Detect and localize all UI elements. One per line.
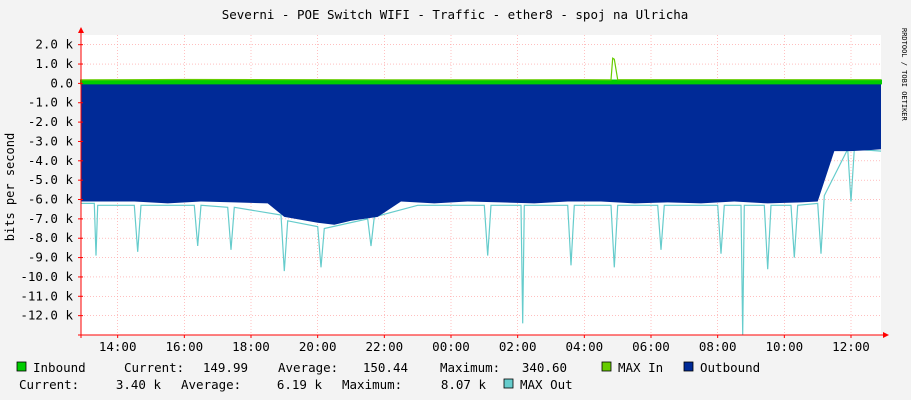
legend-swatch-inbound xyxy=(16,361,27,372)
legend-swatch-max-out xyxy=(503,378,514,389)
y-tick-label: -11.0 k xyxy=(20,288,73,303)
legend-outbound-current-label: Current: xyxy=(19,377,79,392)
x-tick-label: 12:00 xyxy=(832,339,870,354)
series-max-out xyxy=(81,146,882,336)
x-tick-label: 02:00 xyxy=(499,339,537,354)
legend-outbound: Outbound xyxy=(700,360,760,375)
legend-outbound-average-label: Average: xyxy=(181,377,241,392)
legend-swatch-outbound xyxy=(683,361,694,372)
legend-outbound-maximum-value: 8.07 k xyxy=(441,377,487,392)
legend-inbound-maximum-value: 340.60 xyxy=(522,360,567,375)
y-tick-label: -4.0 k xyxy=(28,153,74,168)
x-tick-label: 10:00 xyxy=(766,339,804,354)
y-axis: 2.0 k 1.0 k 0.0 -1.0 k -2.0 k -3.0 k -4.0 k -5.… xyxy=(20,27,84,338)
legend-max-out: MAX Out xyxy=(520,377,573,392)
y-tick-label: -5.0 k xyxy=(28,172,74,187)
y-tick-label: -3.0 k xyxy=(28,133,74,148)
y-tick-label: -9.0 k xyxy=(28,250,74,265)
x-tick-label: 20:00 xyxy=(299,339,337,354)
x-tick-label: 04:00 xyxy=(566,339,604,354)
x-tick-label: 00:00 xyxy=(432,339,470,354)
series-outbound xyxy=(81,83,881,225)
y-tick-label: -7.0 k xyxy=(28,211,74,226)
x-tick-label: 22:00 xyxy=(366,339,404,354)
legend-outbound-current-value: 3.40 k xyxy=(116,377,162,392)
legend-inbound-current-label: Current: xyxy=(124,360,184,375)
legend-swatch-max-in xyxy=(601,361,612,372)
legend-inbound-current-value: 149.99 xyxy=(203,360,248,375)
chart-watermark: RRDTOOL / TOBI OETIKER xyxy=(900,28,908,122)
y-tick-label: -6.0 k xyxy=(28,192,74,207)
y-tick-label: -2.0 k xyxy=(28,114,74,129)
y-axis-label: bits per second xyxy=(3,133,17,241)
y-tick-label: -1.0 k xyxy=(28,95,74,110)
y-tick-label: -10.0 k xyxy=(20,269,73,284)
x-tick-label: 08:00 xyxy=(699,339,737,354)
x-axis: 14:00 16:00 18:00 20:00 22:00 00:00 02:00 04:00… xyxy=(78,332,889,354)
data-series xyxy=(80,57,882,336)
chart-title: Severni - POE Switch WIFI - Traffic - et… xyxy=(222,7,689,22)
y-tick-label: -8.0 k xyxy=(28,230,74,245)
x-axis-arrow xyxy=(883,332,889,338)
legend: Inbound Current: 149.99 Average: 150.44 … xyxy=(16,360,760,392)
legend-outbound-maximum-label: Maximum: xyxy=(342,377,402,392)
series-max-in xyxy=(80,57,881,81)
legend-outbound-average-value: 6.19 k xyxy=(277,377,323,392)
y-tick-label: 1.0 k xyxy=(35,56,73,71)
y-tick-label: 2.0 k xyxy=(35,37,73,52)
legend-inbound-maximum-label: Maximum: xyxy=(440,360,500,375)
series-inbound xyxy=(80,79,882,85)
y-tick-label: -12.0 k xyxy=(20,308,73,323)
y-tick-label: 0.0 xyxy=(50,75,73,90)
legend-max-in: MAX In xyxy=(618,360,663,375)
y-axis-arrow xyxy=(78,27,84,33)
legend-inbound: Inbound xyxy=(33,360,86,375)
legend-inbound-average-label: Average: xyxy=(278,360,338,375)
x-tick-label: 18:00 xyxy=(232,339,270,354)
legend-inbound-average-value: 150.44 xyxy=(363,360,408,375)
x-tick-label: 14:00 xyxy=(99,339,137,354)
x-tick-label: 16:00 xyxy=(166,339,204,354)
x-tick-label: 06:00 xyxy=(632,339,670,354)
